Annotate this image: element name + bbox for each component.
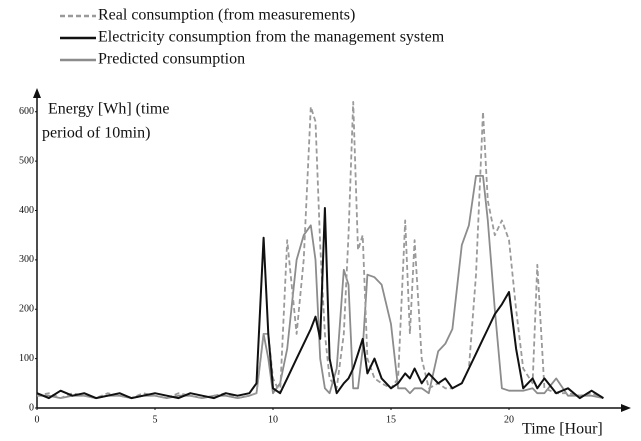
y-tick-label: 400 xyxy=(19,205,34,216)
legend-label: Electricity consumption from the managem… xyxy=(98,29,445,46)
x-tick-label: 20 xyxy=(504,414,514,425)
x-tick-label: 10 xyxy=(268,414,278,425)
x-axis-label: Time [Hour] xyxy=(522,421,603,438)
y-axis-arrow xyxy=(33,88,41,98)
y-axis-label: Energy [Wh] (time xyxy=(48,101,169,118)
y-tick-label: 600 xyxy=(19,106,34,117)
legend-label: Predicted consumption xyxy=(98,51,245,68)
x-tick-label: 0 xyxy=(35,414,40,425)
x-tick-label: 5 xyxy=(153,414,158,425)
y-tick-label: 500 xyxy=(19,155,34,166)
x-tick-label: 15 xyxy=(386,414,396,425)
series-line xyxy=(36,207,604,400)
y-tick-label: 200 xyxy=(19,304,34,315)
x-axis-arrow xyxy=(621,404,631,412)
y-axis-label: period of 10min) xyxy=(42,125,150,142)
legend-label: Real consumption (from measurements) xyxy=(98,7,355,24)
y-tick-label: 0 xyxy=(29,402,34,413)
y-tick-label: 100 xyxy=(19,353,34,364)
y-tick-label: 300 xyxy=(19,254,34,265)
